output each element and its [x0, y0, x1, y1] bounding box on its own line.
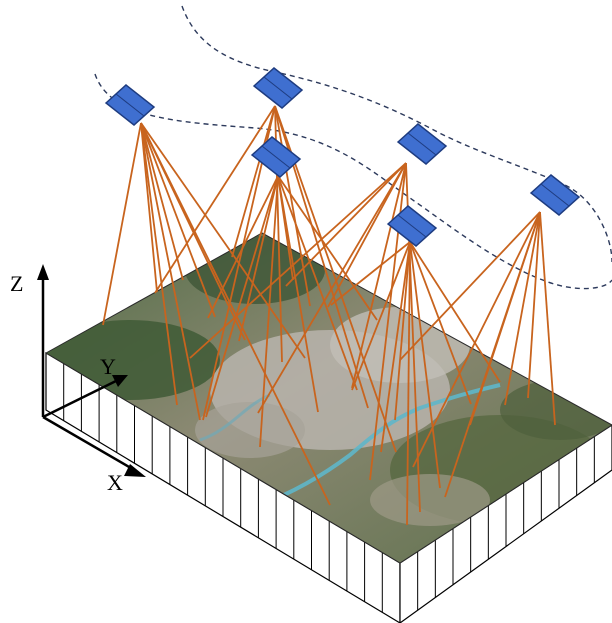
- observation-ray: [102, 122, 142, 326]
- satellite-icon: [250, 136, 302, 178]
- observation-ray: [140, 122, 331, 506]
- observation-ray: [285, 162, 407, 287]
- observation-ray: [154, 105, 276, 294]
- satellite-icon: [104, 84, 156, 126]
- observation-ray: [277, 175, 378, 321]
- x-axis-arrowhead: [124, 464, 146, 477]
- observation-ray: [399, 211, 541, 361]
- satellite-icon: [252, 67, 304, 109]
- satellite-panel-divider: [407, 132, 437, 156]
- observation-ray: [277, 175, 358, 391]
- observation-ray: [409, 241, 441, 489]
- satellite-panel-divider: [397, 214, 427, 238]
- river: [259, 383, 501, 507]
- satellite-panel-divider: [263, 76, 293, 100]
- satellite-panel-divider: [540, 183, 570, 207]
- observation-ray: [231, 105, 276, 258]
- observation-ray: [351, 241, 411, 391]
- orbit-path-inner: [94, 73, 612, 290]
- observation-ray: [330, 241, 411, 306]
- observation-ray: [351, 162, 407, 389]
- satellite-panel-divider: [261, 145, 291, 169]
- observation-ray: [140, 122, 158, 293]
- observation-ray: [504, 211, 541, 406]
- z-axis-label: Z: [10, 271, 23, 296]
- observation-ray: [189, 162, 407, 359]
- observation-ray: [140, 122, 178, 406]
- observation-ray: [409, 241, 501, 383]
- observation-ray: [140, 122, 306, 359]
- x-axis: [42, 415, 137, 473]
- observation-ray: [257, 162, 407, 414]
- observation-ray: [539, 211, 556, 426]
- observation-ray: [207, 175, 279, 319]
- observation-ray: [394, 241, 411, 421]
- satellite-icon: [529, 174, 581, 216]
- observation-ray: [274, 105, 311, 307]
- satellite-icon: [386, 205, 438, 247]
- observation-ray: [140, 122, 201, 421]
- satellite-icon: [396, 123, 448, 165]
- observation-ray: [140, 122, 184, 281]
- observation-ray: [527, 211, 541, 399]
- terrain-outline: [44, 232, 612, 564]
- observation-ray: [140, 122, 216, 318]
- observation-ray: [406, 241, 411, 526]
- y-axis: [42, 378, 119, 419]
- y-axis-arrowhead: [112, 375, 128, 387]
- x-axis-label: X: [107, 470, 123, 495]
- z-axis-arrowhead: [37, 264, 49, 280]
- observation-ray: [412, 211, 541, 468]
- observation-ray: [327, 162, 407, 308]
- observation-ray: [409, 241, 472, 405]
- satellite-panel-divider: [115, 93, 145, 117]
- satellites: [104, 67, 581, 247]
- y-axis-label: Y: [100, 354, 116, 379]
- observation-ray: [238, 175, 279, 342]
- observation-ray: [205, 175, 279, 418]
- observation-ray: [380, 241, 411, 453]
- coordinate-axes: Z Y X: [10, 264, 146, 495]
- observation-ray: [469, 211, 541, 426]
- ground-block-hatching: [63, 363, 595, 613]
- observation-ray: [259, 175, 279, 448]
- observation-ray: [277, 175, 319, 413]
